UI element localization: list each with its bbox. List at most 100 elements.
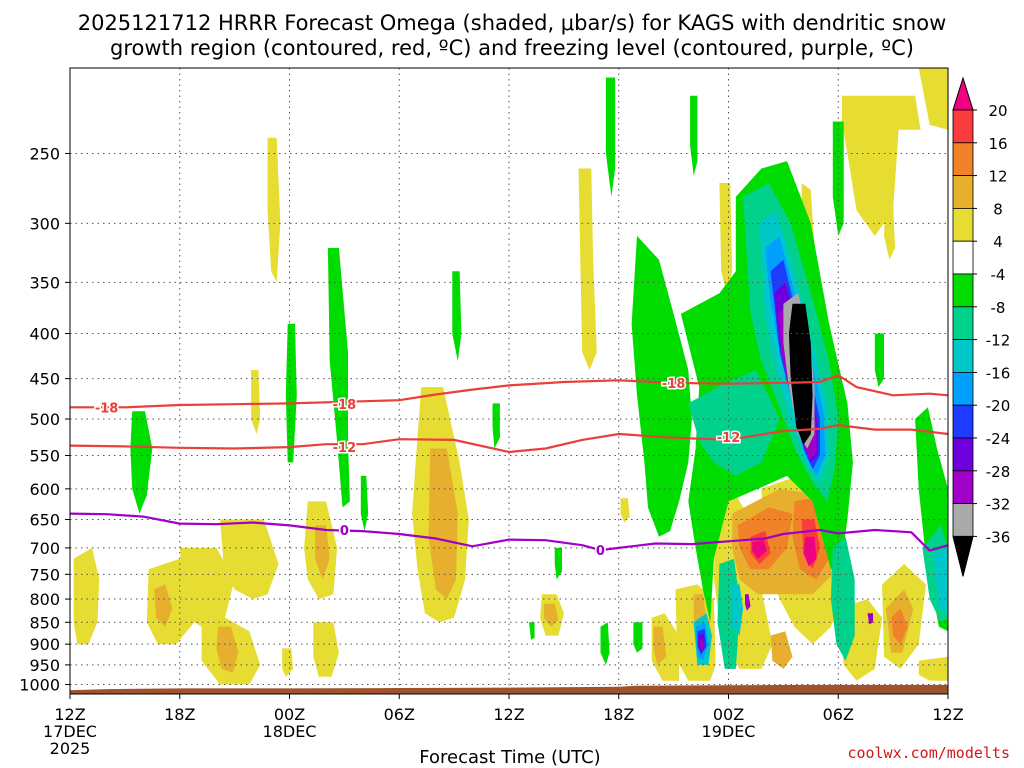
omega-region-25 [918,656,948,681]
contour-label--18-0: -18 [95,401,119,416]
colorbar-band-2 [952,175,974,209]
colorbar-band-6 [952,306,974,340]
y-tick-label-400: 400 [29,325,60,344]
omega-region-45 [327,248,350,508]
x-tick-label-1: 18Z [164,705,195,724]
x-tick-label-6: 00Z [713,705,744,724]
omega-region-48 [492,403,500,449]
colorbar-band-4 [952,240,974,275]
omega-region-2 [267,137,281,283]
colorbar-band-1 [952,142,974,177]
credit-link[interactable]: coolwx.com/modelts [847,744,1010,762]
colorbar-band-9 [952,404,974,439]
contour-line--12 [69,423,949,454]
omega-region-4 [719,183,733,294]
contour-label-0-1: 0 [596,544,605,559]
omega-region-42 [803,536,817,567]
y-tick-label-900: 900 [29,635,60,654]
x-tick-date-0: 17DEC [43,722,97,741]
omega-region-29 [428,448,458,600]
omega-region-80 [788,303,813,445]
colorbar-label--36: -36 [986,528,1011,546]
colorbar-label--28: -28 [986,463,1011,481]
omega-region-34 [770,631,793,669]
omega-region-41 [752,539,767,559]
y-tick-label-650: 650 [29,511,60,530]
contour-label--18-1: -18 [333,398,357,413]
colorbar-band-8 [952,371,974,406]
omega-region-51 [605,77,616,197]
colorbar-band-7 [952,339,974,373]
colorbar-label--20: -20 [986,397,1011,415]
contour-label--18-2: -18 [662,377,686,392]
omega-region-44 [285,323,297,463]
y-tick-label-550: 550 [29,447,60,466]
omega-region-13 [282,648,294,677]
y-tick-label-500: 500 [29,410,60,429]
omega-region-60 [688,370,780,476]
omega-region-58 [680,161,853,623]
colorbar-band-5 [952,273,974,308]
colorbar-band-0 [952,109,974,144]
omega-region-43 [130,411,153,514]
omega-region-18 [620,498,630,523]
omega-region-15 [313,622,339,677]
omega-region-52 [690,95,698,176]
contour-line--18 [70,373,949,409]
omega-region-0 [918,68,948,130]
colorbar-label-20: 20 [988,102,1007,120]
omega-region-67 [730,584,744,636]
y-tick-label-700: 700 [29,539,60,558]
x-tick-label-3: 06Z [384,705,415,724]
omega-region-47 [452,271,462,362]
omega-region-53 [600,622,610,665]
x-tick-label-4: 12Z [493,705,524,724]
x-tick-label-5: 18Z [603,705,634,724]
colorbar-band-10 [952,437,974,472]
colorbar-label--12: -12 [986,332,1011,350]
omega-region-11 [220,519,279,600]
omega-region-77 [699,639,704,651]
contour-label--12-0: -12 [333,441,357,456]
omega-region-56 [874,333,884,388]
y-tick-label-600: 600 [29,480,60,499]
x-tick-label-2: 00Z [274,705,305,724]
contour-lines: -18 -18 -18 -12 -12 0 0 [69,373,949,561]
grid-lines [70,68,948,694]
colorbar-band-11 [952,470,974,504]
omega-region-8 [73,547,100,645]
x-tick-date-2: 18DEC [263,722,317,741]
colorbar-label-4: 4 [993,233,1003,251]
omega-region-46 [360,475,369,532]
omega-region-27 [216,626,239,673]
ground-terrain [70,684,948,694]
colorbar-label-8: 8 [993,200,1003,218]
omega-region-50 [529,622,535,640]
y-tick-label-450: 450 [29,370,60,389]
y-tick-label-250: 250 [29,144,60,163]
y-tick-label-1000: 1000 [19,676,60,695]
omega-region-54 [633,622,643,653]
ground-fill [70,684,948,694]
colorbar-label-12: 12 [988,168,1007,186]
y-tick-label-950: 950 [29,656,60,675]
colorbar-band-12 [952,503,974,537]
x-tick-date-6: 19DEC [702,722,756,741]
colorbar-label-16: 16 [988,135,1007,153]
omega-region-57 [631,235,692,537]
omega-region-28 [315,525,330,580]
y-tick-label-850: 850 [29,613,60,632]
colorbar-extend-top [952,76,974,111]
colorbar-label--8: -8 [991,299,1006,317]
x-tick-label-8: 12Z [932,705,963,724]
omega-region-26 [154,584,173,627]
omega-region-3 [578,168,597,370]
colorbar-label--24: -24 [986,430,1011,448]
omega-region-78 [867,613,873,625]
colorbar-label--16: -16 [986,364,1011,382]
omega-region-30 [543,603,559,627]
omega-region-63 [830,536,855,661]
